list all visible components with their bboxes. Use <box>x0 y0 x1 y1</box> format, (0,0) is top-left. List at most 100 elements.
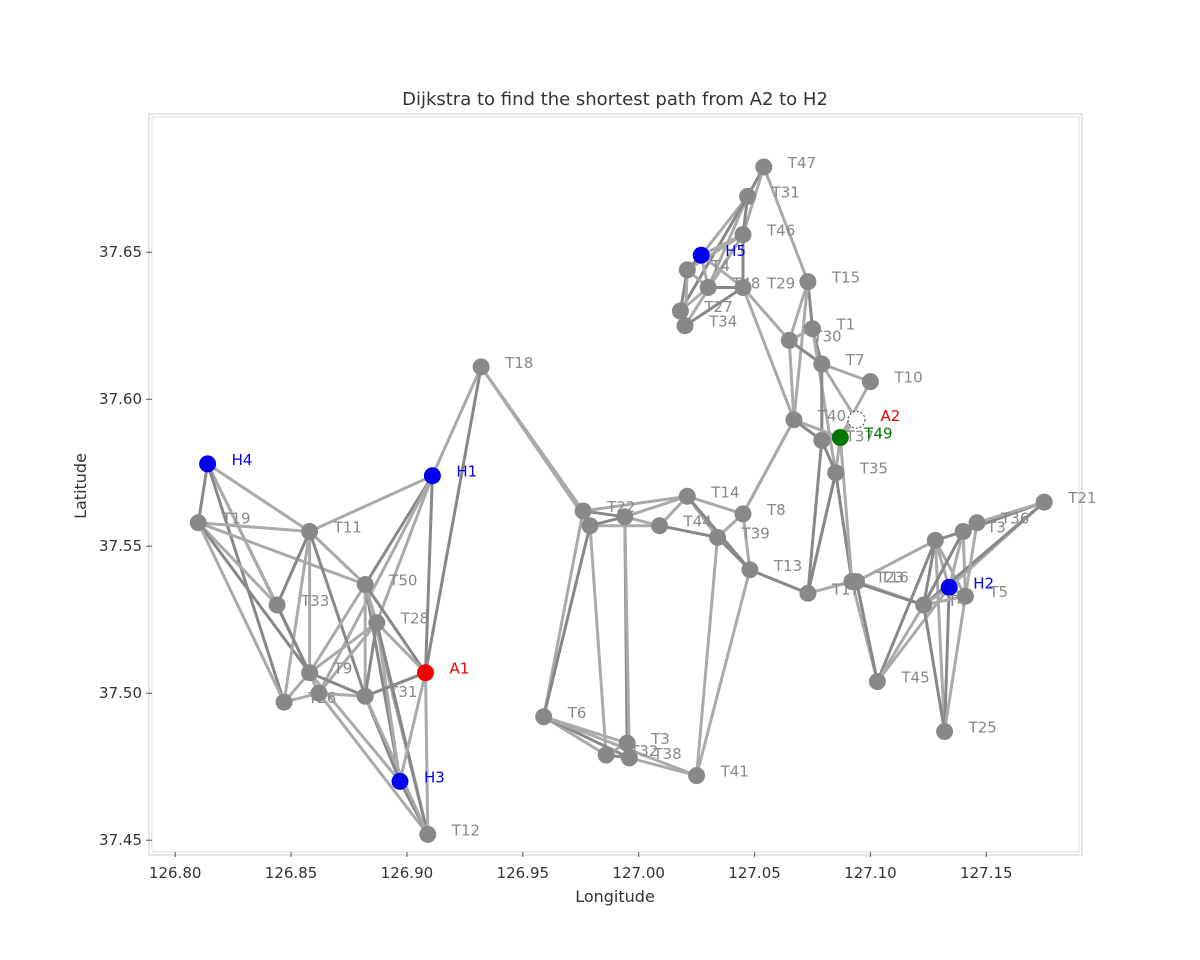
node-label-T41: T41 <box>720 763 749 781</box>
node-label-T8: T8 <box>766 501 786 519</box>
edge-H5-T29 <box>699 253 745 289</box>
edge-T29-T34 <box>683 286 745 328</box>
node-T17 <box>799 584 817 602</box>
y-tick-label: 37.50 <box>99 684 142 702</box>
node-H2 <box>940 578 958 596</box>
node-label-T15: T15 <box>831 269 860 287</box>
edge-T8-T13 <box>741 512 752 572</box>
edge-H4-T19 <box>196 462 210 525</box>
edge-T22b-T32 <box>588 524 608 757</box>
node-T34 <box>676 317 694 335</box>
node-label-T11: T11 <box>333 519 362 537</box>
node-T36a <box>926 531 944 549</box>
edge-T7-A2 <box>820 362 858 422</box>
node-T22 <box>574 502 592 520</box>
node-label-T28: T28 <box>400 610 429 628</box>
edge-H1-T50 <box>363 474 434 586</box>
edge-T14-T8 <box>685 494 745 516</box>
y-tick-label: 37.55 <box>99 537 142 555</box>
edge-T11-T31b <box>308 530 367 698</box>
node-T47 <box>755 158 773 176</box>
node-label-H2: H2 <box>973 574 994 592</box>
node-label-T7: T7 <box>845 351 865 369</box>
node-T6 <box>535 708 553 726</box>
edge-A1-T12 <box>424 671 430 836</box>
node-label-T36b: T3 <box>986 519 1006 537</box>
x-tick-label: 126.90 <box>381 864 434 882</box>
node-label-T5: T5 <box>988 583 1008 601</box>
node-T31b <box>356 687 374 705</box>
edge-T31a-H5 <box>699 194 750 257</box>
node-H3 <box>391 772 409 790</box>
edge-T45-T36a <box>875 538 937 683</box>
node-T13 <box>741 561 759 579</box>
edge-H1-T28 <box>375 474 434 625</box>
node-label-N4: T4 <box>710 257 730 275</box>
node-label-T38: T38 <box>652 745 681 763</box>
edge-T29-T30 <box>741 286 791 342</box>
node-label-T39: T39 <box>741 524 770 542</box>
node-T19 <box>189 514 207 532</box>
node-T8 <box>734 505 752 523</box>
node-T9 <box>301 664 319 682</box>
node-label-T33: T33 <box>300 592 329 610</box>
node-label-T26: T26 <box>307 689 336 707</box>
node-label-T21: T21 <box>1067 489 1096 507</box>
node-T31a <box>739 187 757 205</box>
node-A1 <box>417 664 434 682</box>
edge-T11-T50 <box>308 530 367 586</box>
edge-T49-T23 <box>838 436 854 583</box>
x-tick-label: 126.80 <box>149 864 202 882</box>
x-tick-label: 127.15 <box>960 864 1013 882</box>
node-T22b <box>581 517 599 535</box>
edge-T36-T21 <box>975 500 1046 525</box>
node-label-T50: T50 <box>388 572 417 590</box>
node-label-T19: T19 <box>221 510 250 528</box>
node-label-T47: T47 <box>787 154 816 172</box>
node-T44 <box>651 517 668 535</box>
edge-T29-T40 <box>741 286 796 422</box>
edge-T15-T40 <box>792 280 810 422</box>
edge-H2-T25 <box>943 585 951 733</box>
node-label-T29: T29 <box>766 275 795 293</box>
node-T1 <box>804 320 821 338</box>
node-label-T48: T48 <box>731 275 760 293</box>
y-axis-ticks: 37.45 37.50 37.55 37.60 37.65 <box>99 243 152 849</box>
node-label-T16: T16 <box>880 569 909 587</box>
plot-frame-inner <box>151 116 1080 853</box>
edge-T19-T33 <box>196 521 279 607</box>
node-T18 <box>472 358 490 376</box>
edge-T22b-T6 <box>542 524 592 719</box>
edge-T2a-T12 <box>317 691 430 836</box>
node-label-H1: H1 <box>456 463 477 481</box>
x-tick-label: 127.05 <box>728 864 781 882</box>
edge-T46-N4 <box>685 233 745 272</box>
edge-T1-T35 <box>811 327 838 475</box>
node-T50 <box>356 576 374 593</box>
node-T35 <box>827 464 845 482</box>
edge-T45-T4b <box>875 603 926 683</box>
node-label-T13: T13 <box>773 557 802 575</box>
edge-T16-T36a <box>855 538 937 583</box>
node-label-T30: T30 <box>812 327 841 345</box>
node-label-T40: T40 <box>817 407 846 425</box>
edge-T22-T6 <box>542 509 585 719</box>
chart-title: Dijkstra to find the shortest path from … <box>402 89 828 110</box>
node-T16 <box>848 573 865 590</box>
node-T48 <box>699 279 717 296</box>
edge-T37-T17 <box>806 438 824 595</box>
node-T39 <box>709 528 726 546</box>
edge-T19-T26 <box>196 521 286 704</box>
node-T29 <box>734 279 752 296</box>
node-label-T37: T37 <box>845 427 874 445</box>
node-label-T31a: T31 <box>771 183 800 201</box>
node-label-T4b: T4 <box>947 592 967 610</box>
node-label-T17: T17 <box>831 580 860 598</box>
node-T36b <box>954 523 972 540</box>
x-tick-label: 127.10 <box>844 864 897 882</box>
node-label-T36: T36 <box>1000 510 1029 528</box>
x-axis-label: Longitude <box>575 887 655 906</box>
edge-T9-T31b <box>308 671 367 698</box>
edge-H1-A1 <box>424 474 434 675</box>
edge-T46-T34 <box>683 233 745 328</box>
